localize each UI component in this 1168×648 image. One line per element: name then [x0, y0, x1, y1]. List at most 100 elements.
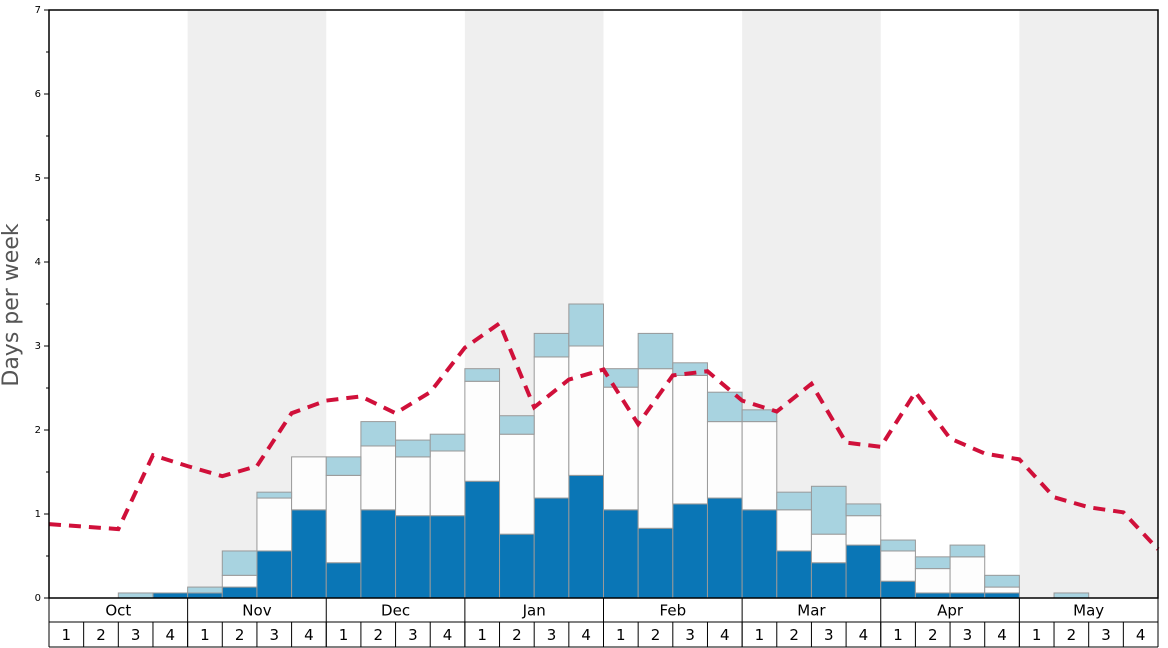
bar-segment — [429, 433, 466, 452]
month-label: Oct — [105, 602, 131, 620]
bar-segment — [880, 539, 916, 552]
bar-segment — [984, 586, 1020, 594]
bar-segment — [637, 527, 674, 599]
x-tick-label: 1 — [616, 626, 626, 644]
month-label: Feb — [660, 602, 687, 620]
bar-segment — [672, 374, 708, 505]
x-tick-label: 1 — [1032, 626, 1042, 644]
bar-segment — [741, 409, 778, 423]
bar-segment — [845, 515, 882, 546]
x-tick-label: 3 — [685, 626, 695, 644]
month-label: Nov — [242, 602, 271, 620]
x-tick-label: 3 — [963, 626, 973, 644]
y-tick-label: 0 — [35, 593, 41, 604]
bar-segment — [810, 533, 847, 564]
x-tick-label: 3 — [1101, 626, 1111, 644]
bar-segment — [533, 497, 570, 599]
bar-segment — [499, 415, 535, 435]
x-tick-label: 1 — [893, 626, 903, 644]
bar-segment — [880, 550, 916, 582]
x-tick-label: 4 — [859, 626, 869, 644]
month-shade — [1019, 10, 1158, 598]
bar-segment — [810, 562, 847, 599]
x-tick-label: 4 — [581, 626, 591, 644]
bar-segment — [360, 445, 397, 511]
bar-segment — [914, 568, 951, 594]
x-tick-label: 2 — [96, 626, 106, 644]
bar-segment — [776, 550, 812, 599]
x-tick-label: 4 — [443, 626, 453, 644]
x-tick-label: 2 — [651, 626, 661, 644]
bar-segment — [429, 515, 466, 599]
x-tick-label: 1 — [200, 626, 210, 644]
x-tick-label: 4 — [720, 626, 730, 644]
bar-segment — [568, 303, 604, 347]
x-tick-label: 4 — [166, 626, 176, 644]
bar-segment — [914, 592, 951, 599]
bar-segment — [637, 332, 674, 370]
month-label: Jan — [522, 602, 546, 620]
bar-segment — [672, 362, 708, 376]
bar-segment — [291, 456, 327, 511]
bar-segment — [706, 497, 743, 599]
bar-segment — [603, 368, 639, 388]
bar-segment — [984, 592, 1020, 599]
bar-segment — [776, 509, 812, 552]
y-tick-label: 7 — [35, 5, 41, 16]
bar-segment — [741, 421, 778, 511]
bar-segment — [256, 491, 293, 499]
bar-segment — [845, 544, 882, 599]
bar-segment — [429, 450, 466, 517]
bar-segment — [152, 592, 189, 599]
x-tick-label: 4 — [1136, 626, 1146, 644]
x-tick-label: 2 — [373, 626, 383, 644]
bar-segment — [221, 550, 258, 576]
bar-segment — [741, 509, 778, 599]
bar-segment — [221, 586, 258, 599]
bar-segment — [949, 592, 986, 599]
trend-line — [48, 320, 1160, 551]
bar-segment — [187, 592, 223, 599]
x-tick-label: 4 — [304, 626, 314, 644]
month-label: May — [1073, 602, 1104, 620]
bar-segment — [256, 497, 293, 552]
x-tick-label: 2 — [1067, 626, 1077, 644]
bar-segment — [810, 485, 847, 535]
bar-segment — [637, 368, 674, 529]
bar-segment — [568, 345, 604, 476]
x-tick-label: 3 — [408, 626, 418, 644]
x-tick-label: 1 — [477, 626, 487, 644]
bar-segment — [395, 439, 431, 458]
bar-segment — [499, 433, 535, 535]
y-axis-label: Days per week — [0, 223, 24, 386]
marks — [48, 303, 1160, 599]
bar-segment — [776, 491, 812, 511]
x-tick-label: 2 — [928, 626, 938, 644]
y-tick-label: 1 — [35, 509, 41, 520]
bar-segment — [464, 368, 501, 382]
bar-segment — [256, 550, 293, 599]
x-tick-label: 4 — [997, 626, 1007, 644]
bar-segment — [672, 503, 708, 599]
bar-segment — [533, 356, 570, 499]
bar-segment — [949, 556, 986, 594]
y-tick-label: 2 — [35, 425, 41, 436]
bar-segment — [845, 503, 882, 517]
x-tick-label: 1 — [755, 626, 765, 644]
y-tick-label: 4 — [35, 257, 41, 268]
x-tick-label: 3 — [131, 626, 141, 644]
bar-segment — [221, 574, 258, 588]
bar-segment — [1053, 592, 1090, 599]
x-tick-label: 1 — [339, 626, 349, 644]
x-tick-label: 2 — [235, 626, 245, 644]
bar-segment — [360, 421, 397, 447]
bar-segment — [568, 474, 604, 599]
bar-segment — [533, 332, 570, 358]
bar-segment — [603, 509, 639, 599]
month-label: Apr — [937, 602, 964, 620]
bar-segment — [464, 380, 501, 482]
bar-segment — [325, 474, 362, 564]
x-tick-label: 3 — [547, 626, 557, 644]
x-tick-label: 2 — [512, 626, 522, 644]
